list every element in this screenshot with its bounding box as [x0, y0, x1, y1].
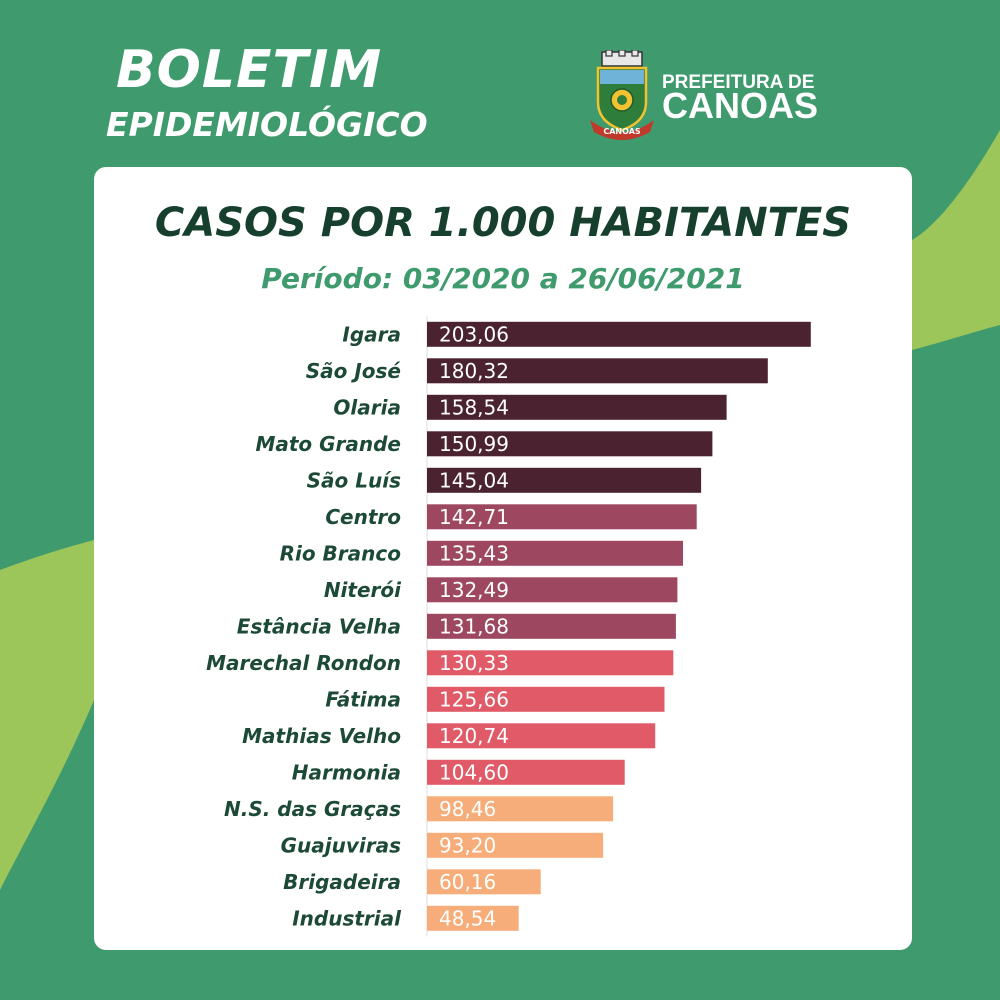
category-label: Mathias Velho [242, 724, 401, 748]
chart-subtitle: Período: 03/2020 a 26/06/2021 [261, 262, 745, 295]
bar-value-label: 142,71 [439, 505, 509, 529]
category-label: Guajuviras [281, 833, 401, 857]
category-label: Estância Velha [237, 614, 401, 638]
canoas-logo: CANOAS PREFEITURA DE CANOAS [588, 50, 818, 142]
chart-title: CASOS POR 1.000 HABITANTES [154, 200, 852, 246]
category-label: Igara [342, 322, 401, 346]
category-label: Rio Branco [280, 541, 402, 565]
bar-value-label: 93,20 [439, 833, 496, 857]
bar [427, 905, 519, 931]
header-subtitle: EPIDEMIOLÓGICO [106, 105, 428, 144]
category-label: N.S. das Graças [224, 797, 401, 821]
bar-value-label: 125,66 [439, 687, 509, 711]
bar [427, 869, 541, 895]
bar-chart: 203,06 Igara 180,32 São José 158,54 Olaria 150… [206, 316, 811, 937]
bar-value-label: 98,46 [439, 797, 496, 821]
bar [427, 613, 676, 639]
logo-ribbon-text: CANOAS [603, 127, 641, 136]
category-label: Mato Grande [255, 432, 401, 456]
category-label: Fátima [325, 687, 401, 711]
category-label: São Luís [307, 468, 401, 492]
bar-value-label: 130,33 [439, 651, 509, 675]
bar-value-label: 48,54 [439, 906, 496, 930]
category-label: Marechal Rondon [206, 651, 401, 675]
category-label: Brigadeira [283, 870, 401, 894]
bar [427, 394, 727, 420]
accent-shape-right [912, 130, 1000, 350]
bar [427, 650, 674, 676]
bar [427, 321, 811, 347]
bar [427, 686, 665, 712]
bar [427, 540, 683, 566]
bar-value-label: 145,04 [439, 468, 509, 492]
category-label: Industrial [292, 906, 402, 930]
bar [427, 358, 768, 384]
coat-of-arms-icon: CANOAS [590, 50, 654, 140]
bar-value-label: 203,06 [439, 322, 509, 346]
bar-value-label: 180,32 [439, 359, 509, 383]
category-label: Centro [325, 505, 401, 529]
bar-value-label: 158,54 [439, 395, 509, 419]
bar [427, 504, 697, 530]
category-label: São José [306, 359, 401, 383]
bar-value-label: 132,49 [439, 578, 509, 602]
accent-shape-left [0, 540, 94, 890]
bar-value-label: 131,68 [439, 614, 509, 638]
category-label: Harmonia [292, 760, 401, 784]
bar [427, 467, 702, 493]
bar [427, 796, 614, 822]
logo-line2: CANOAS [662, 85, 819, 126]
category-label: Niterói [324, 578, 402, 602]
chart-card: CASOS POR 1.000 HABITANTES Período: 03/2… [94, 167, 912, 950]
logo-line1: PREFEITURA DE [662, 72, 815, 93]
category-label: Olaria [333, 395, 401, 419]
bar-value-label: 60,16 [439, 870, 496, 894]
bar [427, 759, 625, 785]
bar-value-label: 120,74 [439, 724, 509, 748]
bar-value-label: 104,60 [439, 760, 509, 784]
bar [427, 577, 678, 603]
bar-value-label: 150,99 [439, 432, 509, 456]
header-title: BOLETIM [116, 40, 383, 100]
bar-value-label: 135,43 [439, 541, 509, 565]
bar [427, 723, 656, 749]
bar [427, 431, 713, 457]
bar [427, 832, 604, 858]
